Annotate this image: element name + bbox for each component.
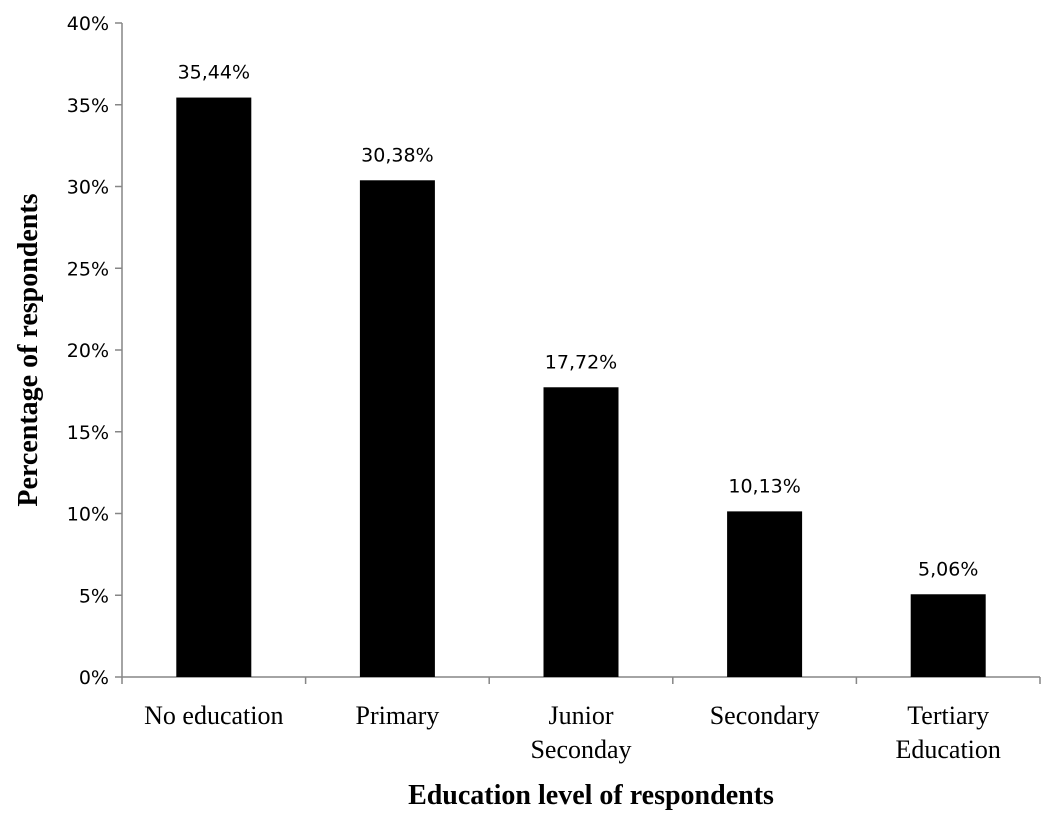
labels: 35,44% No education 30,38% Primary 17,72% Jun… xyxy=(144,62,1001,764)
y-tick-label: 30% xyxy=(67,177,109,199)
data-label: 35,44% xyxy=(178,62,250,84)
y-tick-label: 40% xyxy=(67,13,109,35)
x-tick-label: Seconday xyxy=(530,735,631,764)
bar xyxy=(727,511,803,677)
bar xyxy=(359,180,435,678)
x-tick-label: No education xyxy=(144,701,283,730)
bar xyxy=(543,387,619,677)
y-tick-label: 10% xyxy=(67,504,109,526)
y-tick-label: 25% xyxy=(67,258,109,280)
y-tick-label: 35% xyxy=(67,95,109,117)
data-label: 30,38% xyxy=(361,144,433,166)
x-tick-label: Education xyxy=(895,735,1000,764)
data-label: 17,72% xyxy=(545,351,617,373)
x-tick-label: Secondary xyxy=(710,701,820,730)
y-tick-label: 0% xyxy=(79,667,109,689)
y-tick-label: 15% xyxy=(67,422,109,444)
x-axis-title: Education level of respondents xyxy=(408,780,774,811)
bar xyxy=(176,97,252,677)
axes: 0% 5% 10% 15% 20% 25% 30% 35% 40% xyxy=(67,13,1041,689)
bars xyxy=(176,97,986,678)
y-axis-title: Percentage of respondents xyxy=(13,193,44,506)
data-label: 5,06% xyxy=(918,558,978,580)
x-tick-label: Primary xyxy=(356,701,440,730)
y-tick-label: 20% xyxy=(67,340,109,362)
data-label: 10,13% xyxy=(728,475,800,497)
x-tick-label: Junior xyxy=(549,701,614,730)
y-tick-label: 5% xyxy=(79,585,109,607)
bar xyxy=(910,594,986,677)
x-tick-label: Tertiary xyxy=(907,701,989,730)
